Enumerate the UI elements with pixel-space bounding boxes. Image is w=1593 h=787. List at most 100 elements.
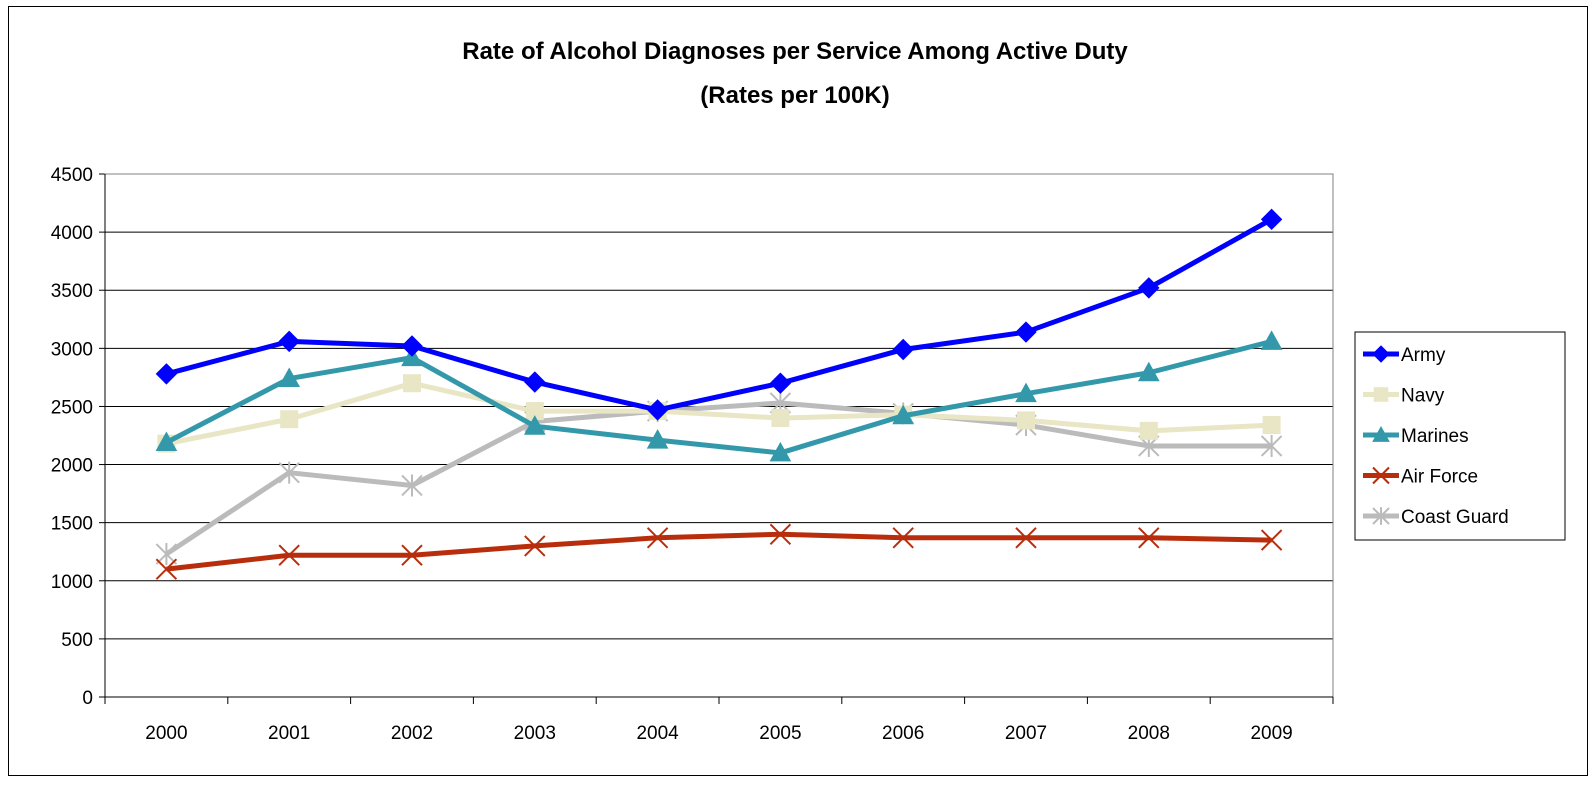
marker-stroke [278, 544, 300, 566]
y-tick-label: 2500 [51, 397, 93, 418]
data-point-navy [1139, 421, 1158, 440]
series-line-army [165, 217, 1273, 413]
data-point-army [155, 363, 178, 385]
data-point-air-force [278, 544, 300, 566]
series-line-marines [165, 338, 1273, 456]
data-point-marines [278, 367, 301, 388]
data-point-air-force [401, 544, 423, 566]
data-point-marines [646, 429, 669, 449]
legend-swatch-marker [1372, 345, 1390, 363]
data-point-marines [769, 441, 792, 462]
data-point-air-force [1138, 527, 1160, 549]
data-point-air-force [1260, 529, 1283, 551]
marker-stroke [1138, 527, 1160, 549]
legend-item-marines: Marines [1363, 425, 1469, 447]
data-point-army [524, 371, 546, 393]
data-point-marines [1015, 382, 1037, 403]
data-point-air-force [769, 523, 792, 545]
series-line-air-force [166, 531, 1272, 572]
legend-label: Marines [1401, 426, 1469, 447]
axes: 0 500 1000 1500 2000 2500 3000 3500 4000 4500 2000… [51, 165, 1334, 744]
data-point-marines [523, 415, 546, 435]
legend-item-coast-guard: Coast Guard [1363, 507, 1509, 528]
y-tick-label: 4500 [51, 165, 93, 186]
legend-swatch-marker [1372, 466, 1390, 485]
chart-frame [8, 6, 1588, 776]
data-point-air-force [524, 535, 546, 557]
x-tick-label: 2003 [514, 723, 556, 744]
data-point-army [1015, 321, 1037, 343]
data-point-coast-guard [278, 461, 300, 484]
x-tick-label: 2006 [882, 723, 924, 744]
x-tick-label: 2008 [1128, 723, 1170, 744]
data-point-army [646, 399, 669, 421]
marker-stroke [769, 523, 792, 545]
y-tick-label: 3500 [51, 281, 93, 302]
x-tick-label: 2009 [1250, 723, 1292, 744]
data-point-air-force [646, 527, 669, 549]
data-point-air-force [892, 527, 914, 549]
data-point-army [401, 335, 423, 357]
data-point-marines [892, 404, 915, 425]
y-tick-label: 3000 [51, 339, 93, 360]
data-point-army [769, 372, 792, 394]
data-point-air-force [155, 558, 178, 580]
x-tick-label: 2004 [636, 723, 679, 744]
legend-label: Air Force [1401, 467, 1478, 488]
data-point-navy [403, 374, 421, 393]
marker-stroke [1260, 529, 1283, 551]
y-tick-label: 0 [82, 688, 93, 709]
series-marines [155, 330, 1283, 462]
x-tick-label: 2005 [759, 723, 801, 744]
legend-item-air-force: Air Force [1363, 467, 1478, 488]
y-tick-label: 500 [61, 630, 93, 651]
data-point-air-force [1015, 527, 1037, 549]
series-lines [155, 208, 1283, 580]
data-point-navy [1017, 411, 1035, 430]
data-point-marines [155, 431, 178, 451]
legend-label: Coast Guard [1401, 507, 1509, 528]
marker-stroke [1015, 527, 1037, 549]
data-point-marines [1260, 330, 1283, 350]
series-line-navy [165, 380, 1272, 447]
data-point-marines [1137, 361, 1160, 382]
x-tick-label: 2000 [145, 723, 187, 744]
legend-label: Army [1401, 345, 1446, 366]
y-tick-label: 1000 [51, 572, 93, 593]
data-point-navy [1262, 416, 1281, 435]
chart-subtitle: (Rates per 100K) [700, 82, 889, 109]
data-point-coast-guard [155, 543, 178, 566]
legend-label: Navy [1401, 386, 1445, 407]
marker-stroke [155, 558, 178, 580]
marker-stroke [892, 527, 914, 549]
legend: Army Navy Marines Air Force Coast Guard [1354, 331, 1566, 541]
chart-title: Rate of Alcohol Diagnoses per Service Am… [462, 38, 1128, 65]
y-tick-label: 1500 [51, 514, 93, 535]
series-line-coast-guard [165, 400, 1272, 557]
data-point-navy [280, 410, 299, 429]
y-tick-label: 4000 [51, 223, 93, 244]
legend-item-army: Army [1363, 345, 1446, 366]
x-tick-label: 2002 [391, 723, 433, 744]
legend-item-navy: Navy [1363, 386, 1445, 407]
marker-stroke [524, 535, 546, 557]
legend-swatch-marker [1373, 387, 1389, 402]
data-point-coast-guard [1260, 434, 1283, 457]
x-tick-label: 2007 [1005, 723, 1047, 744]
legend-swatch-marker [1372, 425, 1390, 442]
data-point-coast-guard [401, 474, 423, 497]
data-point-army [1260, 208, 1283, 231]
data-point-army [278, 330, 300, 353]
y-tick-label: 2000 [51, 456, 93, 477]
data-point-navy [771, 409, 790, 428]
x-tick-label: 2001 [268, 723, 310, 744]
data-point-army [892, 338, 914, 361]
legend-swatch-marker [1372, 507, 1390, 525]
series-air-force [155, 523, 1283, 580]
marker-stroke [401, 544, 423, 566]
series-army [155, 208, 1283, 421]
data-point-army [1138, 277, 1160, 299]
marker-stroke [1372, 466, 1390, 485]
marker-stroke [646, 527, 669, 549]
